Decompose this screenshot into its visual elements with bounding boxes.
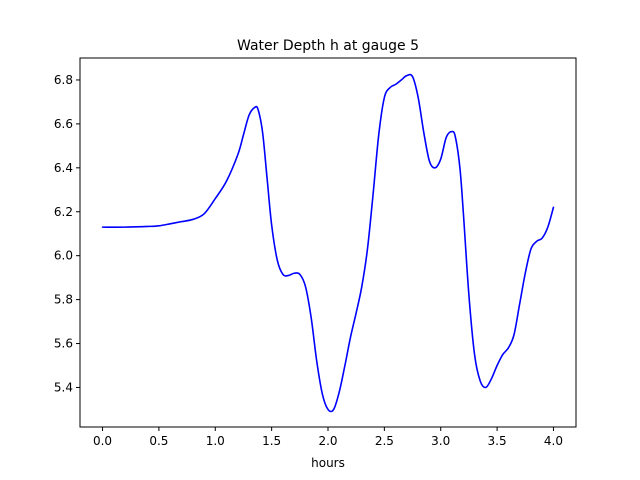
x-axis-label: hours <box>311 456 345 470</box>
y-tick-label: 6.0 <box>54 249 73 263</box>
x-tick-label: 2.5 <box>375 434 394 448</box>
x-tick-label: 2.0 <box>318 434 337 448</box>
y-axis: 5.4 5.6 5.8 6.0 6.2 6.4 6.6 6.8 <box>54 73 80 394</box>
x-tick-label: 0.0 <box>93 434 112 448</box>
y-tick-label: 6.4 <box>54 161 73 175</box>
x-tick-label: 3.0 <box>431 434 450 448</box>
x-axis: 0.0 0.5 1.0 1.5 2.0 2.5 3.0 3.5 4.0 <box>93 427 563 448</box>
chart-title: Water Depth h at gauge 5 <box>237 38 419 54</box>
y-tick-label: 6.2 <box>54 205 73 219</box>
y-tick-label: 5.4 <box>54 380 73 394</box>
y-tick-label: 6.8 <box>54 73 73 87</box>
y-tick-label: 5.8 <box>54 293 73 307</box>
x-tick-label: 3.5 <box>488 434 507 448</box>
plot-area <box>101 73 555 413</box>
x-tick-label: 1.0 <box>206 434 225 448</box>
series-line-0 <box>101 73 555 413</box>
y-tick-label: 6.6 <box>54 117 73 131</box>
x-tick-label: 1.5 <box>262 434 281 448</box>
x-tick-label: 4.0 <box>544 434 563 448</box>
x-tick-label: 0.5 <box>149 434 168 448</box>
y-tick-label: 5.6 <box>54 337 73 351</box>
